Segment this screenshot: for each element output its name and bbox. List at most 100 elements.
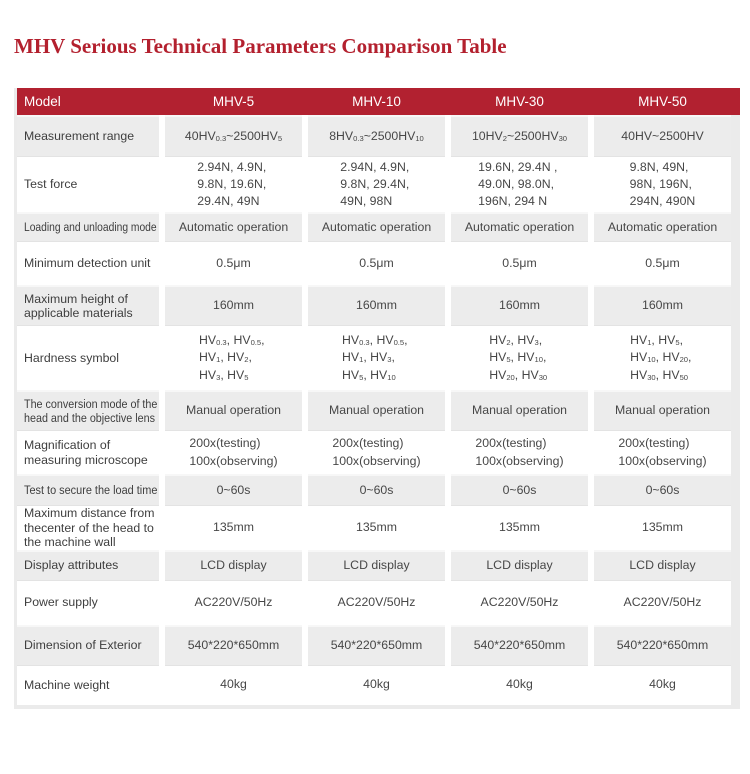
cell-value-text: Manual operation	[614, 403, 711, 418]
cell-value: 540*220*650mm	[308, 624, 445, 665]
cell-value-text: 200x(testing) 100x(observing)	[618, 436, 707, 468]
cell-value: 160mm	[451, 285, 588, 325]
cell-value: 200x(testing) 100x(observing)	[308, 430, 445, 474]
row-label: Magnification of measuring microscope	[17, 430, 159, 474]
cell-value-text: 160mm	[212, 298, 254, 313]
row-label-text: Measurement range	[24, 129, 135, 144]
cell-value-text: AC220V/50Hz	[623, 594, 702, 609]
cell-value-text: 19.6N, 29.4N , 49.0N, 98.0N, 196N, 294 N	[478, 159, 561, 209]
cell-value: 540*220*650mm	[451, 624, 588, 665]
row-label-text: Machine weight	[24, 677, 110, 692]
cell-value: Automatic operation	[308, 212, 445, 241]
cell-value: 2.94N, 4.9N, 9.8N, 19.6N, 29.4N, 49N	[165, 156, 302, 212]
cell-value: HV1, HV5, HV10, HV20, HV30, HV50	[594, 325, 731, 390]
cell-value-text: Manual operation	[471, 403, 568, 418]
cell-value-text: 135mm	[498, 520, 540, 535]
cell-value: 135mm	[451, 505, 588, 550]
cell-value-text: 540*220*650mm	[330, 637, 423, 652]
cell-value-text: Automatic operation	[178, 219, 289, 234]
cell-value: HV0.3, HV0.5, HV1, HV2, HV3, HV5	[165, 325, 302, 390]
cell-value-text: AC220V/50Hz	[480, 594, 559, 609]
cell-value: Automatic operation	[594, 212, 731, 241]
cell-value-text: 40kg	[506, 677, 533, 692]
row-label-text: Test force	[24, 177, 78, 192]
cell-value-text: 160mm	[498, 298, 540, 313]
row-label: Test to secure the load time	[17, 474, 159, 505]
cell-value-text: HV0.3, HV0.5, HV1, HV3, HV5, HV10	[341, 333, 411, 382]
row-label: Display attributes	[17, 549, 159, 580]
table-row: Power supply AC220V/50Hz AC220V/50Hz AC220V…	[17, 579, 740, 625]
row-label: Minimum detection unit	[17, 241, 159, 285]
row-label-text: Hardness symbol	[24, 350, 119, 365]
cell-value: 540*220*650mm	[165, 624, 302, 665]
row-label: Test force	[17, 156, 159, 212]
cell-value: Manual operation	[308, 390, 445, 430]
cell-value-text: 540*220*650mm	[616, 637, 709, 652]
cell-value-text: 200x(testing) 100x(observing)	[332, 436, 421, 468]
cell-value: 160mm	[308, 285, 445, 325]
cell-value: 0~60s	[165, 474, 302, 505]
cell-value-text: HV1, HV5, HV10, HV20, HV30, HV50	[630, 333, 695, 382]
row-label-text: Loading and unloading mode	[24, 220, 157, 235]
cell-value: 0.5μm	[308, 241, 445, 285]
cell-value: AC220V/50Hz	[594, 579, 731, 625]
row-label-text: Display attributes	[24, 558, 119, 573]
cell-value-text: AC220V/50Hz	[337, 594, 416, 609]
cell-value: AC220V/50Hz	[451, 579, 588, 625]
cell-value-text: 40kg	[220, 677, 247, 692]
cell-value: 2.94N, 4.9N, 9.8N, 29.4N, 49N, 98N	[308, 156, 445, 212]
table-row: Loading and unloading mode Automatic oper…	[17, 212, 740, 241]
cell-value: 8HV0.3~2500HV10	[308, 115, 445, 156]
cell-value-text: 540*220*650mm	[473, 637, 566, 652]
cell-value: 9.8N, 49N, 98N, 196N, 294N, 490N	[594, 156, 731, 212]
row-label-text: Test to secure the load time	[24, 483, 158, 498]
cell-value-text: 135mm	[355, 520, 397, 535]
page-title: MHV Serious Technical Parameters Compari…	[14, 34, 507, 58]
cell-value-text: 40HV0.3~2500HV5	[184, 128, 283, 143]
cell-value: 135mm	[308, 505, 445, 550]
cell-value-text: 40HV~2500HV	[621, 128, 704, 143]
cell-value: Automatic operation	[165, 212, 302, 241]
cell-value-text: 0.5μm	[645, 255, 680, 270]
row-label: Power supply	[17, 579, 159, 625]
cell-value-text: 160mm	[355, 298, 397, 313]
cell-value-text: LCD display	[629, 557, 696, 572]
cell-value: AC220V/50Hz	[308, 579, 445, 625]
cell-value: 40HV~2500HV	[594, 115, 731, 156]
table-row: The conversion mode of the head and the o…	[17, 390, 740, 430]
cell-value: 0~60s	[451, 474, 588, 505]
cell-value-text: 200x(testing) 100x(observing)	[189, 436, 278, 468]
cell-value: 135mm	[165, 505, 302, 550]
row-label: Hardness symbol	[17, 325, 159, 390]
cell-value: 200x(testing) 100x(observing)	[594, 430, 731, 474]
cell-value-text: LCD display	[200, 557, 267, 572]
cell-value: Manual operation	[165, 390, 302, 430]
row-label: Loading and unloading mode	[17, 212, 159, 241]
cell-value-text: 9.8N, 49N, 98N, 196N, 294N, 490N	[629, 159, 696, 209]
cell-value: 540*220*650mm	[594, 624, 731, 665]
row-label-text: The conversion mode of the head and the o…	[24, 396, 158, 426]
row-label-text: Maximum distance from thecenter of the he…	[24, 506, 155, 549]
table-row: Measurement range 40HV0.3~2500HV5 8HV0.3~2…	[17, 115, 740, 156]
row-label: Measurement range	[17, 115, 159, 156]
cell-value: 160mm	[594, 285, 731, 325]
table-row: Maximum height of applicable materials 160…	[17, 285, 740, 325]
cell-value: 135mm	[594, 505, 731, 550]
row-label: Dimension of Exterior	[17, 624, 159, 665]
cell-value-text: 0.5μm	[216, 255, 251, 270]
cell-value: 0~60s	[308, 474, 445, 505]
cell-value-text: 0~60s	[645, 482, 680, 497]
cell-value: LCD display	[165, 549, 302, 580]
cell-value-text: LCD display	[486, 557, 553, 572]
cell-value: LCD display	[308, 549, 445, 580]
cell-value-text: 2.94N, 4.9N, 9.8N, 19.6N, 29.4N, 49N	[197, 159, 270, 209]
cell-value-text: 0~60s	[216, 482, 251, 497]
header-model-label: Model	[24, 94, 61, 109]
table-row: Test to secure the load time 0~60s 0~60s 0~…	[17, 474, 740, 505]
cell-value-text: 0~60s	[502, 482, 537, 497]
cell-value-text: HV0.3, HV0.5, HV1, HV2, HV3, HV5	[198, 333, 268, 382]
cell-value-text: 540*220*650mm	[187, 637, 280, 652]
cell-value: 40kg	[165, 664, 302, 705]
table-row: Test force 2.94N, 4.9N, 9.8N, 19.6N, 29.4…	[17, 156, 740, 212]
cell-value-text: 8HV0.3~2500HV10	[329, 128, 424, 143]
